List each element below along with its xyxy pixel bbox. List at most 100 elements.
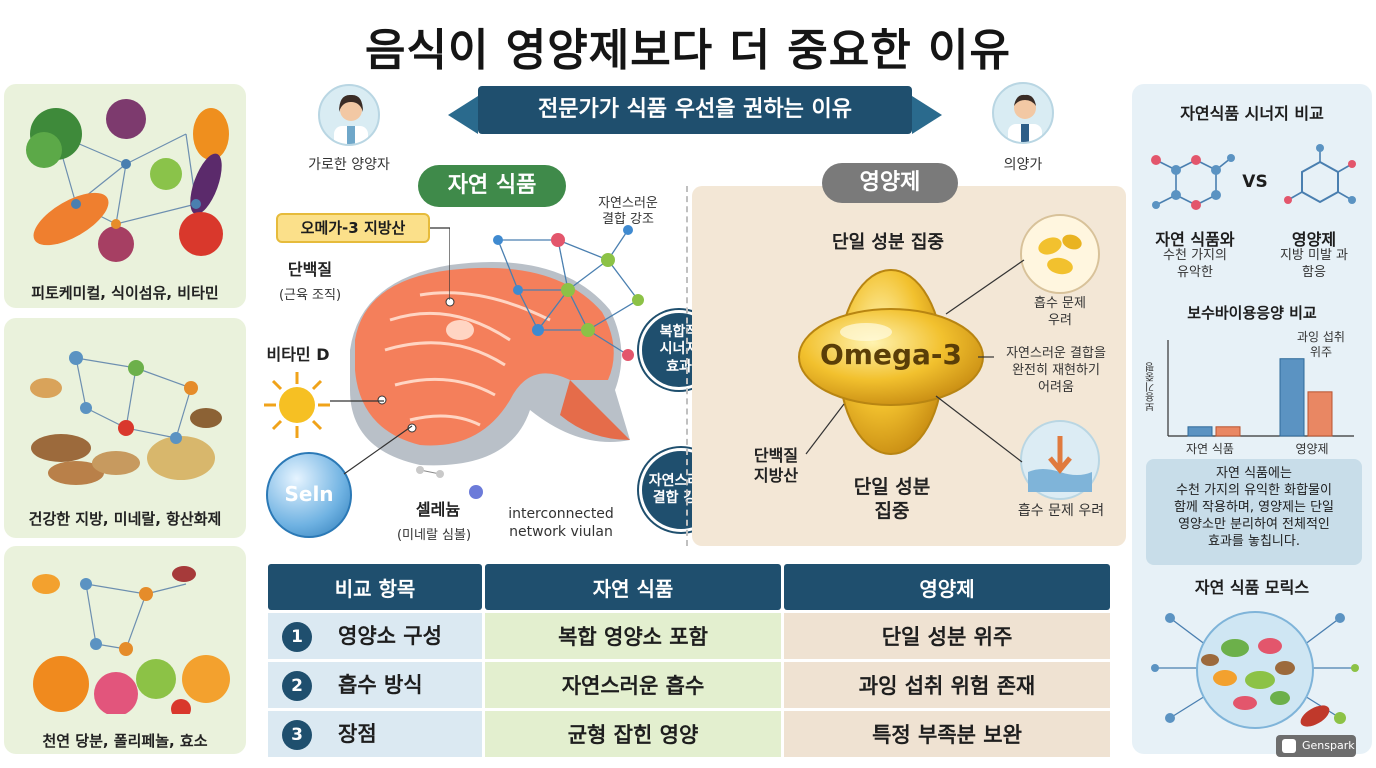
- capsules-icon: [1020, 214, 1100, 294]
- nuts-illustration: [30, 351, 222, 485]
- table-header-row: 비교 항목 자연 식품 영양제: [268, 564, 1110, 610]
- omega3-label: 오메가-3 지방산: [276, 213, 430, 243]
- food-matrix-illustration: [1151, 611, 1359, 729]
- absorb-leader-line: [945, 259, 1025, 315]
- complex-molecule-icon: [1151, 154, 1235, 210]
- capsule-pills-icon: [1038, 234, 1082, 275]
- vegetables-illustration: [26, 99, 229, 262]
- table-row: 3 장점 균형 잡힌 영양 특정 부족분 보완: [268, 711, 1110, 757]
- table-cell-food: 복합 영양소 포함: [485, 613, 781, 659]
- male-doctor-avatar: [992, 82, 1054, 144]
- left-panel-fruits: 천연 당분, 폴리페놀, 효소: [4, 546, 246, 754]
- vitamin-d-leader-line: [330, 400, 384, 402]
- table-cell-item: 2 흡수 방식: [268, 662, 482, 708]
- table-cell-food: 자연스러운 흡수: [485, 662, 781, 708]
- genspark-logo-icon: [1282, 739, 1296, 753]
- chart-bar: [1307, 391, 1333, 437]
- table-row: 1 영양소 구성 복합 영양소 포함 단일 성분 위주: [268, 613, 1110, 659]
- bioavailability-title: 보수바이용응양 비교: [1187, 304, 1317, 322]
- absorption-icon: [1020, 420, 1100, 500]
- chart-x-tick: 자연 식품: [1186, 442, 1234, 456]
- table-header: 비교 항목: [268, 564, 482, 610]
- chart-annotation: 과잉 섭취 위주: [1297, 330, 1345, 359]
- left-panel-caption: 천연 당분, 폴리페놀, 효소: [42, 732, 208, 750]
- table-cell-item: 1 영양소 구성: [268, 613, 482, 659]
- row-number: 1: [282, 622, 312, 652]
- table-cell-supp: 특정 부족분 보완: [784, 711, 1110, 757]
- genspark-watermark: Genspark: [1276, 735, 1356, 757]
- chart-bar: [1279, 358, 1305, 437]
- expert-right-label: 의양가: [1003, 157, 1043, 173]
- down-arrow-icon: [1028, 436, 1092, 492]
- food-compare-title: 자연 식품와: [1155, 230, 1235, 249]
- combination-label: 자연스러운 결합을 완전히 재현하기 어려움: [1006, 346, 1106, 395]
- absorb-label: 흡수 문제 우려: [1034, 296, 1086, 328]
- protein-fat-leader: [805, 403, 845, 455]
- row-item-text: 장점: [338, 722, 377, 746]
- selenium-bubble: Seln: [266, 452, 352, 538]
- bioavailability-chart: [1167, 340, 1354, 437]
- selenium-label: 셀레늄: [415, 500, 461, 519]
- table-header: 자연 식품: [485, 564, 781, 610]
- left-panel-caption: 건강한 지방, 미네랄, 항산화제: [28, 510, 222, 528]
- table-cell-supp: 과잉 섭취 위험 존재: [784, 662, 1110, 708]
- natural-food-pill: 자연 식품: [418, 165, 566, 207]
- protein-label: 단백질: [287, 260, 333, 279]
- chart-x-tick: 영양제: [1295, 442, 1329, 456]
- row-item-text: 흡수 방식: [338, 673, 423, 697]
- row-number: 2: [282, 671, 312, 701]
- network-caption: interconnected network viulan: [508, 506, 614, 541]
- page-title: 음식이 영양제보다 더 중요한 이유: [365, 25, 1011, 76]
- left-panel-caption: 피토케미컬, 식이섬유, 비타민: [31, 284, 219, 302]
- food-compare-sub: 수천 가지의 유악한: [1163, 248, 1227, 280]
- supplement-bottom-label: 단일 성분 집중: [853, 476, 931, 522]
- absorb-bottom-label: 흡수 문제 우려: [1017, 503, 1105, 519]
- supp-compare-title: 영양제: [1291, 230, 1337, 249]
- combination-leader-line: [978, 356, 994, 358]
- capsule-text: Omega-3: [819, 338, 962, 371]
- selenium-sub: (미네랄 심볼): [396, 528, 472, 543]
- person-icon: [1008, 94, 1042, 142]
- vitamin-d-label: 비타민 D: [266, 345, 330, 364]
- small-molecule-icon: [416, 466, 483, 499]
- section-divider: [686, 186, 688, 546]
- salmon-steak-illustration: [350, 262, 630, 466]
- table-cell-food: 균형 잡힌 영양: [485, 711, 781, 757]
- left-panel-vegetables: 피토케미컬, 식이섬유, 비타민: [4, 84, 246, 308]
- supp-compare-sub: 지방 미발 과 함응: [1279, 248, 1349, 280]
- watermark-text: Genspark: [1302, 739, 1355, 752]
- comparison-table: 비교 항목 자연 식품 영양제 1 영양소 구성 복합 영양소 포함 단일 성분 …: [265, 561, 1113, 760]
- supplement-top-label: 단일 성분 집중: [832, 232, 944, 253]
- protein-sub: (근육 조직): [278, 288, 342, 303]
- supplement-pill: 영양제: [822, 163, 958, 203]
- omega3-capsule-illustration: [798, 269, 984, 455]
- chart-y-label: 보용기중평: [1146, 362, 1157, 412]
- network-top-label: 자연스러운 결합 강조: [598, 196, 658, 228]
- row-number: 3: [282, 720, 312, 750]
- fruits-illustration: [32, 566, 230, 714]
- selenium-bubble-text: Seln: [284, 482, 334, 506]
- headline-banner: 전문가가 식품 우선을 권하는 이유: [448, 86, 942, 134]
- single-molecule-icon: [1284, 144, 1356, 204]
- left-panel-nuts: 건강한 지방, 미네랄, 항산화제: [4, 318, 246, 538]
- chart-bar: [1215, 426, 1241, 437]
- table-cell-supp: 단일 성분 위주: [784, 613, 1110, 659]
- omega-leader-line: [430, 227, 450, 300]
- table-cell-item: 3 장점: [268, 711, 482, 757]
- selenium-leader-line: [343, 425, 413, 475]
- matrix-title: 자연 식품 모릭스: [1194, 578, 1310, 597]
- table-header: 영양제: [784, 564, 1110, 610]
- synergy-title: 자연식품 시너지 비교: [1180, 104, 1324, 123]
- expert-left-label: 가로한 양양자: [308, 157, 390, 173]
- chart-bar: [1187, 426, 1213, 437]
- female-nutritionist-avatar: [318, 84, 380, 146]
- summary-textbox: 자연 식품에는 수천 가지의 유익한 화합물이 함께 작용하며, 영양제는 단일…: [1146, 459, 1362, 565]
- person-icon: [334, 94, 368, 144]
- nutrient-network-illustration: [493, 225, 644, 361]
- row-item-text: 영양소 구성: [338, 624, 442, 648]
- sun-icon: [264, 372, 330, 438]
- protein-fat-label: 단백질 지방산: [753, 446, 799, 485]
- vs-label: VS: [1242, 172, 1268, 192]
- absorb-bottom-leader: [935, 395, 1023, 463]
